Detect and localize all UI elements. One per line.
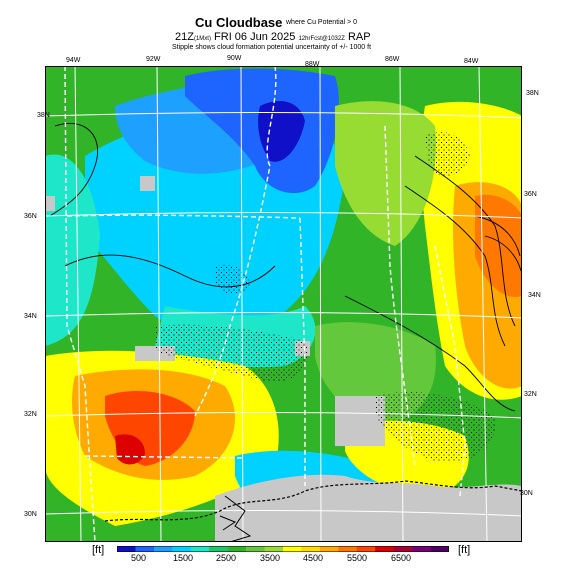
masked-patch-1 (335, 396, 385, 446)
colorbar-segment (356, 546, 376, 552)
cloudbase-region-teal (45, 154, 100, 346)
colorbar-segment (338, 546, 358, 552)
lat-lon-grid (45, 66, 522, 542)
colorbar-segment (264, 546, 284, 552)
lat-label-left-32n: 32N (24, 411, 37, 418)
gulf-masked-area (215, 474, 522, 542)
forecast-init: 12hrFcst@1032Z (298, 36, 345, 42)
cloudbase-region-red-east (475, 194, 522, 297)
lat-label-left-38n: 38N (37, 112, 50, 119)
colorbar-tick-5500: 5500 (347, 553, 368, 563)
colorbar-segment (172, 546, 192, 552)
colorbar-tick-4500: 4500 (303, 553, 324, 563)
colorbar-segment (117, 546, 136, 552)
map-frame (45, 66, 522, 542)
colorbar-segment (135, 546, 155, 552)
state-boundaries (64, 66, 466, 542)
colorbar-segment (393, 546, 413, 552)
stipple-uncertainty-3 (425, 132, 470, 176)
lon-label-90w: 90W (227, 55, 242, 62)
colorbar-segment (209, 546, 228, 552)
lat-label-left-34n: 34N (24, 313, 37, 320)
coastline (104, 480, 522, 522)
cloudbase-map (45, 66, 522, 542)
colorbar (117, 546, 449, 552)
colorbar-segment (430, 546, 449, 552)
map-title: Cu Cloudbase (195, 15, 283, 30)
lat-label-right-36n: 36N (524, 191, 537, 198)
stipple-uncertainty-1 (155, 324, 308, 382)
lon-label-92w: 92W (146, 56, 161, 63)
contour-lines (49, 122, 522, 412)
masked-patch-5 (45, 196, 55, 211)
colorbar-unit-left: [ft] (92, 544, 105, 556)
model-name: RAP (347, 31, 371, 43)
valid-date: FRI 06 Jun 2025 (214, 31, 296, 43)
lon-label-88w: 88W (305, 61, 320, 68)
colorbar-segment (283, 546, 302, 552)
masked-patch-2 (140, 176, 155, 191)
colorbar-segment (246, 546, 265, 552)
colorbar-segment (375, 546, 394, 552)
lat-label-left-30n: 30N (24, 511, 37, 518)
colorbar-frame (117, 546, 449, 552)
colorbar-tick-6500: 6500 (391, 553, 412, 563)
map-title-note: where Cu Potential > 0 (286, 19, 358, 26)
colorbar-tick-3500: 3500 (260, 553, 281, 563)
valid-time-line: 21Z(1Mxt) FRI 06 Jun 2025 12hrFcst@1032Z… (175, 32, 371, 43)
lat-label-right-32n: 32N (524, 391, 537, 398)
lon-label-86w: 86W (385, 56, 400, 63)
cloudbase-region-lightgreen (335, 101, 436, 247)
colorbar-tick-1500: 1500 (173, 553, 194, 563)
lat-label-left-36n: 36N (24, 213, 37, 220)
colorbar-segment (319, 546, 339, 552)
lat-label-right-30n: 30N (520, 490, 533, 497)
colorbar-segment (190, 546, 210, 552)
lat-label-right-34n: 34N (528, 292, 541, 299)
colorbar-tick-2500: 2500 (216, 553, 237, 563)
valid-timezone: (1Mxt) (193, 36, 211, 42)
lon-label-84w: 84W (464, 58, 479, 65)
lon-label-94w: 94W (66, 57, 81, 64)
colorbar-segment (153, 546, 173, 552)
colorbar-segment (412, 546, 431, 552)
coastline-marsh (219, 495, 252, 542)
cloudbase-region-darkblue (258, 101, 305, 162)
colorbar-segment (301, 546, 321, 552)
colorbar-unit-right: [ft] (458, 544, 471, 556)
colorbar-segment (227, 546, 247, 552)
colorbar-tick-500: 500 (131, 553, 147, 563)
valid-time: 21Z (175, 31, 194, 43)
lat-label-right-38n: 38N (526, 90, 539, 97)
stipple-note: Stipple shows cloud formation potential … (172, 44, 372, 51)
